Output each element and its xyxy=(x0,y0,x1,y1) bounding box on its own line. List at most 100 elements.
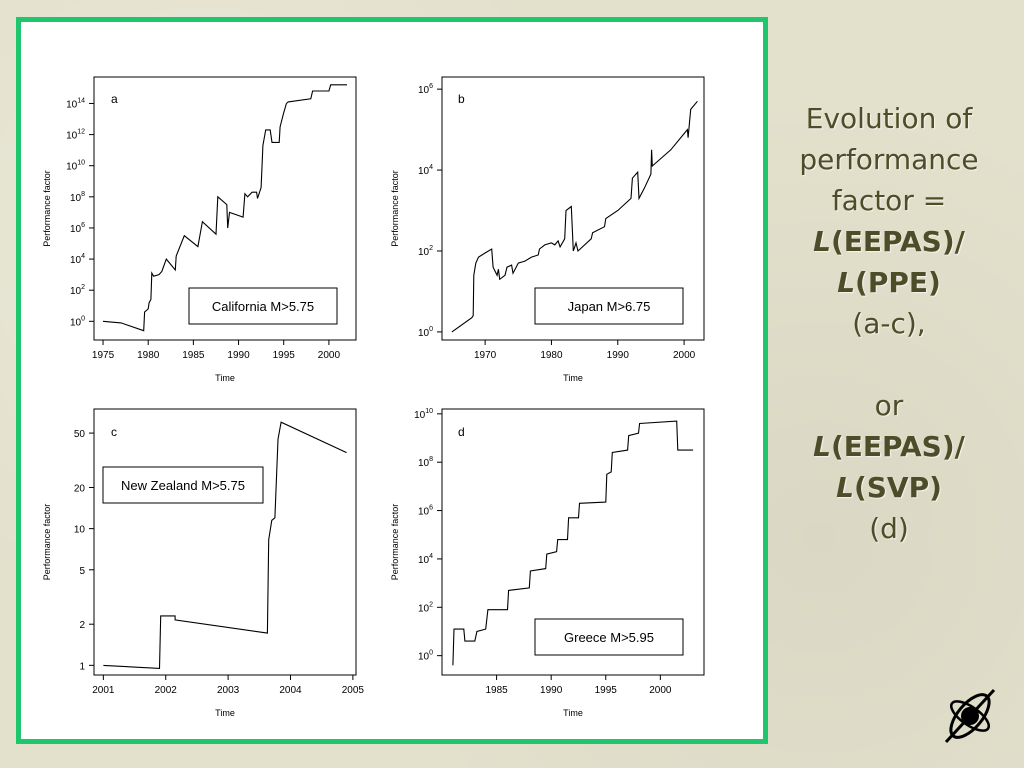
y-tick-exponent: 0 xyxy=(81,315,85,322)
y-tick-exponent: 12 xyxy=(77,129,85,136)
title-line-9-rest: (SVP) xyxy=(853,471,942,504)
y-tick-exponent: 2 xyxy=(81,284,85,291)
y-tick-exponent: 4 xyxy=(81,253,85,260)
title-line-6: (a-c), xyxy=(852,307,926,340)
y-tick-label: 100 xyxy=(418,650,433,663)
y-tick-exponent: 4 xyxy=(429,164,433,171)
title-line-8-rest: (EEPAS)/ xyxy=(830,430,965,463)
panel-letter: c xyxy=(111,425,117,439)
figure-panels: 1975 1980 1985 1990 1995 20001001021041061081… xyxy=(42,76,705,718)
y-tick-base: 10 xyxy=(418,603,430,614)
y-tick-label: 1 xyxy=(79,661,85,672)
y-tick-exponent: 6 xyxy=(429,505,433,512)
y-tick-label: 104 xyxy=(418,164,433,177)
y-tick-label: 104 xyxy=(418,553,433,566)
y-tick-base: 10 xyxy=(418,85,430,96)
y-tick-base: 10 xyxy=(414,410,426,421)
panel-letter: b xyxy=(458,92,465,106)
x-axis-label: Time xyxy=(563,708,583,718)
plot-box xyxy=(441,408,705,676)
x-tick-label: 2000 xyxy=(649,685,672,696)
y-tick-base: 10 xyxy=(418,652,430,663)
y-tick-base: 10 xyxy=(70,286,82,297)
y-tick-base: 10 xyxy=(418,555,430,566)
title-line-2: performance xyxy=(799,143,979,176)
x-tick-label: 1990 xyxy=(227,350,250,361)
title-spacer xyxy=(778,344,1000,385)
x-tick-label: 1980 xyxy=(540,350,563,361)
y-tick-base: 10 xyxy=(70,317,82,328)
y-tick-label: 106 xyxy=(418,505,433,518)
legend-box xyxy=(188,287,338,325)
panel-c: 2001 2002 2003 2004 2005 1 2 5 10 20 50 Time Perform… xyxy=(42,408,365,718)
title-line-5: L(PPE) xyxy=(778,262,1000,303)
y-tick-exponent: 4 xyxy=(429,553,433,560)
y-tick-label: 104 xyxy=(70,253,85,266)
y-tick-exponent: 14 xyxy=(77,97,85,104)
y-tick-exponent: 6 xyxy=(429,83,433,90)
y-tick-label: 102 xyxy=(70,284,85,297)
legend-label: Greece M>5.95 xyxy=(564,630,654,645)
y-tick-label: 108 xyxy=(70,191,85,204)
y-tick-label: 1012 xyxy=(66,129,85,142)
x-tick-label: 2005 xyxy=(342,685,365,696)
y-tick-label: 1010 xyxy=(66,160,85,173)
atom-orbit-icon xyxy=(944,688,996,744)
title-line-3: factor = xyxy=(831,184,947,217)
y-tick-exponent: 0 xyxy=(429,326,433,333)
y-tick-label: 10 xyxy=(74,525,86,536)
y-axis-label: Performance factor xyxy=(42,504,52,581)
series-line xyxy=(102,84,347,332)
slide-title: Evolution of performance factor = L(EEPA… xyxy=(778,98,1000,549)
y-tick-base: 10 xyxy=(418,458,430,469)
y-axis-label: Performance factor xyxy=(390,504,400,581)
plot-box xyxy=(93,408,357,676)
x-tick-label: 2002 xyxy=(155,685,178,696)
y-tick-exponent: 10 xyxy=(425,408,433,415)
y-tick-exponent: 2 xyxy=(429,245,433,252)
title-line-4-rest: (EEPAS)/ xyxy=(830,225,965,258)
y-tick-base: 10 xyxy=(70,193,82,204)
x-tick-label: 2001 xyxy=(92,685,115,696)
legend-box xyxy=(534,287,684,325)
title-line-7: or xyxy=(874,389,904,422)
y-tick-label: 100 xyxy=(70,315,85,328)
panel-b: 1970 1980 1990 2000100102104106TimePerforma… xyxy=(390,76,705,383)
y-tick-label: 50 xyxy=(74,429,86,440)
y-tick-exponent: 0 xyxy=(429,650,433,657)
x-axis-label: Time xyxy=(215,373,235,383)
y-tick-base: 10 xyxy=(66,131,78,142)
title-line-1: Evolution of xyxy=(805,102,973,135)
likelihood-symbol: L xyxy=(813,225,831,258)
figure-frame: 1975 1980 1985 1990 1995 2000 100 102 104 106 108 1… xyxy=(16,17,768,744)
y-tick-exponent: 6 xyxy=(81,222,85,229)
y-tick-label: 102 xyxy=(418,245,433,258)
x-tick-label: 2000 xyxy=(673,350,696,361)
legend-box xyxy=(102,466,264,504)
plot-box xyxy=(441,76,705,341)
y-tick-label: 2 xyxy=(79,620,85,631)
series-line xyxy=(451,100,698,333)
title-line-4: L(EEPAS)/ xyxy=(778,221,1000,262)
legend-box xyxy=(534,618,684,656)
title-line-9: L(SVP) xyxy=(778,467,1000,508)
y-tick-base: 10 xyxy=(66,99,78,110)
x-tick-label: 2000 xyxy=(318,350,341,361)
likelihood-symbol: L xyxy=(837,266,856,299)
x-tick-label: 1990 xyxy=(607,350,630,361)
panel-a: 1975 1980 1985 1990 1995 20001001021041061081… xyxy=(42,76,357,383)
title-line-5-rest: (PPE) xyxy=(855,266,941,299)
legend-label: Japan M>6.75 xyxy=(568,299,651,314)
y-axis-label: Performance factor xyxy=(42,170,52,247)
y-tick-label: 1014 xyxy=(66,97,85,110)
title-line-8: L(EEPAS)/ xyxy=(778,426,1000,467)
y-axis-label: Performance factor xyxy=(390,170,400,247)
x-tick-label: 1985 xyxy=(485,685,508,696)
y-tick-exponent: 2 xyxy=(429,601,433,608)
y-tick-base: 10 xyxy=(418,166,430,177)
likelihood-symbol: L xyxy=(836,471,854,504)
x-tick-label: 1990 xyxy=(540,685,563,696)
y-tick-label: 108 xyxy=(418,456,433,469)
y-tick-label: 106 xyxy=(418,83,433,96)
x-tick-label: 1970 xyxy=(474,350,497,361)
